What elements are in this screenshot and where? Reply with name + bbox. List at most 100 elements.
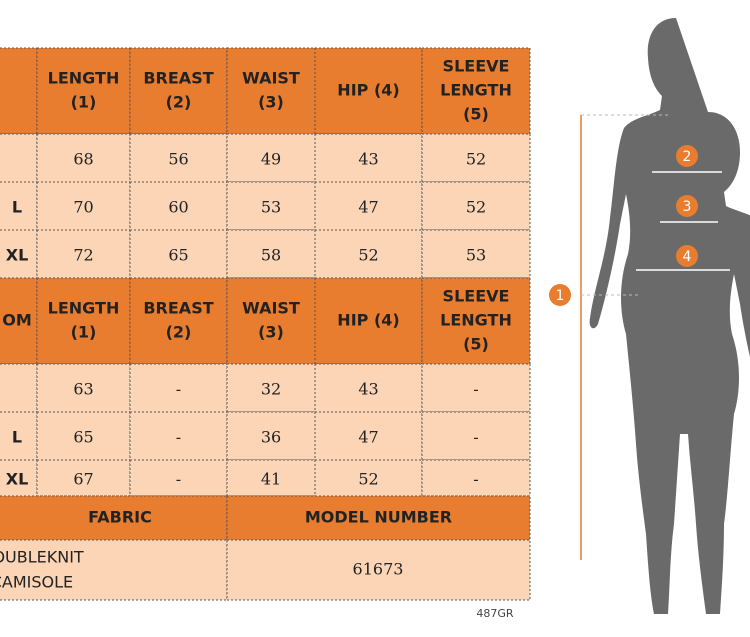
cell-text: 53 — [261, 198, 281, 217]
cell — [226, 181, 316, 231]
cell-text: 43 — [358, 380, 378, 399]
header-text: LENGTH — [440, 311, 512, 330]
fabric-text: RAISED CAMISOLE — [0, 573, 73, 592]
header-text: LENGTH — [48, 299, 120, 318]
header-text: SLEEVE — [443, 57, 510, 76]
footer-header: MODEL NUMBER — [305, 508, 452, 527]
cell-text: 47 — [358, 428, 378, 447]
cell-text: 60 — [168, 198, 188, 217]
cell — [36, 47, 131, 135]
header-text: (3) — [258, 323, 284, 342]
cell — [226, 459, 316, 497]
cell — [314, 133, 423, 183]
cell-text: L — [12, 428, 22, 447]
cell — [129, 459, 228, 497]
cell — [421, 181, 531, 231]
cell — [129, 411, 228, 461]
cell — [226, 539, 531, 601]
cell-text: 53 — [466, 246, 486, 265]
cell-text: XL — [6, 470, 29, 489]
header-text: (1) — [71, 323, 97, 342]
cell — [0, 459, 38, 497]
header-text: (2) — [166, 93, 192, 112]
cell — [0, 277, 38, 365]
cell — [226, 411, 316, 461]
cell-text: 58 — [261, 246, 281, 265]
cell-text: 47 — [358, 198, 378, 217]
cell-text: - — [176, 380, 181, 399]
figure — [580, 18, 750, 614]
note: 487GR — [476, 607, 514, 620]
cell-text: 72 — [73, 246, 93, 265]
cell-text: 52 — [358, 470, 378, 489]
cell — [421, 363, 531, 413]
cell — [314, 277, 423, 365]
header-text: HIP (4) — [337, 81, 399, 100]
cell — [0, 133, 38, 183]
cell — [226, 47, 316, 135]
cell — [0, 411, 38, 461]
cell-text: 68 — [73, 150, 93, 169]
cell — [421, 229, 531, 279]
header-text: SLEEVE — [443, 287, 510, 306]
cell-text: 52 — [466, 198, 486, 217]
marker — [676, 145, 698, 167]
header-text: (5) — [463, 105, 489, 124]
cell — [226, 277, 316, 365]
cell-text: 70 — [73, 198, 93, 217]
cell — [0, 47, 38, 135]
cell — [314, 411, 423, 461]
cell — [0, 229, 38, 279]
cell-text: 41 — [261, 470, 281, 489]
header-text: LENGTH — [48, 69, 120, 88]
cell — [421, 277, 531, 365]
cell-text: - — [176, 428, 181, 447]
cell — [36, 459, 131, 497]
marker-label: 3 — [683, 199, 692, 215]
footer-header: FABRIC — [88, 508, 152, 527]
cell-text: 32 — [261, 380, 281, 399]
cell-text: L — [12, 198, 22, 217]
cell-text: 36 — [261, 428, 281, 447]
cell — [0, 363, 38, 413]
marker — [549, 284, 571, 306]
cell-text: - — [473, 380, 478, 399]
cell — [36, 181, 131, 231]
cell-text: 67 — [73, 470, 93, 489]
cell — [314, 47, 423, 135]
cell — [36, 411, 131, 461]
cell-text: - — [176, 470, 181, 489]
cell — [314, 229, 423, 279]
cell-text: 65 — [168, 246, 188, 265]
marker — [676, 245, 698, 267]
cell — [226, 495, 531, 541]
cell-text: 43 — [358, 150, 378, 169]
header-text: (3) — [258, 93, 284, 112]
header-text: BREAST — [143, 299, 213, 318]
header-text: (2) — [166, 323, 192, 342]
cell-text: 52 — [466, 150, 486, 169]
marker-label: 2 — [683, 149, 692, 165]
model-number: 61673 — [353, 560, 404, 579]
cell — [421, 411, 531, 461]
cell-text: 52 — [358, 246, 378, 265]
cell-text: - — [473, 428, 478, 447]
marker — [676, 195, 698, 217]
header-text: WAIST — [242, 69, 300, 88]
cell — [36, 229, 131, 279]
fabric-text: RAISED DOUBLEKNIT — [0, 548, 84, 567]
cell-text: 63 — [73, 380, 93, 399]
header-text: (1) — [71, 93, 97, 112]
cell — [226, 363, 316, 413]
header-text: BREAST — [143, 69, 213, 88]
header-text: (5) — [463, 335, 489, 354]
header-text: HIP (4) — [337, 311, 399, 330]
cell — [314, 181, 423, 231]
marker-label: 1 — [556, 288, 565, 304]
marker-label: 4 — [683, 249, 692, 265]
cell-text: XL — [6, 246, 29, 265]
header-text: LENGTH — [440, 81, 512, 100]
cell — [36, 277, 131, 365]
cell-text: 65 — [73, 428, 93, 447]
